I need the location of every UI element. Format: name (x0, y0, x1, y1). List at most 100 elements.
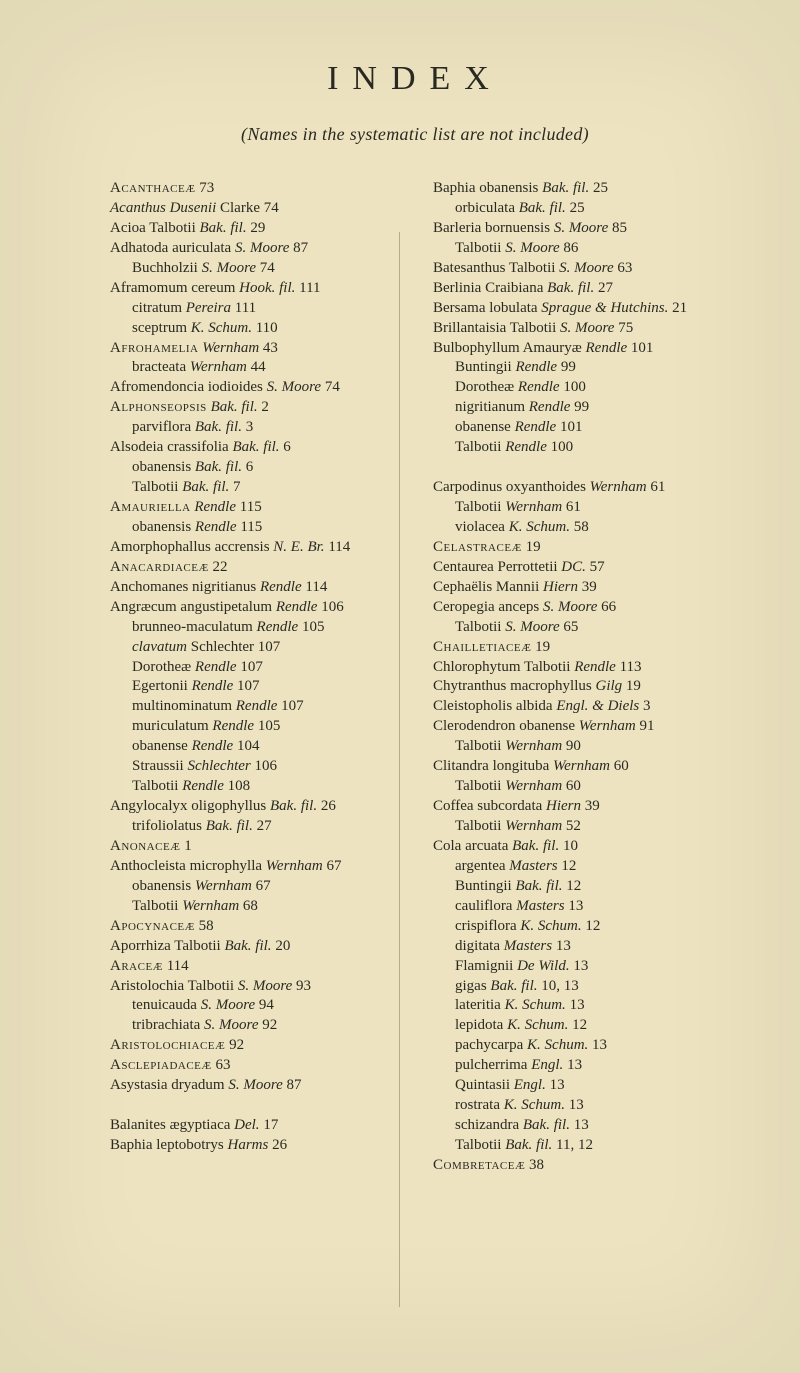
index-entry: rostrata K. Schum. 13 (433, 1096, 720, 1116)
index-entry: obanensis Bak. fil. 6 (110, 458, 397, 478)
index-entry: Alphonseopsis Bak. fil. 2 (110, 398, 397, 418)
index-entry: digitata Masters 13 (433, 937, 720, 957)
index-entry: argentea Masters 12 (433, 857, 720, 877)
index-entry: Angræcum angustipetalum Rendle 106 (110, 598, 397, 618)
index-entry: Balanites ægyptiaca Del. 17 (110, 1116, 397, 1136)
index-entry: Chailletiaceæ 19 (433, 638, 720, 658)
index-entry: Anthocleista microphylla Wernham 67 (110, 857, 397, 877)
index-entry: Talbotii S. Moore 86 (433, 239, 720, 259)
index-entry: Talbotii Wernham 90 (433, 737, 720, 757)
index-entry: Apocynaceæ 58 (110, 917, 397, 937)
index-entry: obanensis Wernham 67 (110, 877, 397, 897)
index-entry: cauliflora Masters 13 (433, 897, 720, 917)
index-entry: Brillantaisia Talbotii S. Moore 75 (433, 319, 720, 339)
index-entry: orbiculata Bak. fil. 25 (433, 199, 720, 219)
index-entry: sceptrum K. Schum. 110 (110, 319, 397, 339)
index-entry: Centaurea Perrottetii DC. 57 (433, 558, 720, 578)
index-entry: Talbotii Bak. fil. 7 (110, 478, 397, 498)
index-entry: Angylocalyx oligophyllus Bak. fil. 26 (110, 797, 397, 817)
index-entry: obanensis Rendle 115 (110, 518, 397, 538)
subtitle: (Names in the systematic list are not in… (110, 124, 720, 145)
index-entry: Cola arcuata Bak. fil. 10 (433, 837, 720, 857)
index-entry: Cleistopholis albida Engl. & Diels 3 (433, 697, 720, 717)
index-entry: obanense Rendle 101 (433, 418, 720, 438)
index-entry: Alsodeia crassifolia Bak. fil. 6 (110, 438, 397, 458)
column-separator (399, 232, 400, 1307)
index-entry: Acanthus Dusenii Clarke 74 (110, 199, 397, 219)
index-entry: Berlinia Craibiana Bak. fil. 27 (433, 279, 720, 299)
index-entry: Bersama lobulata Sprague & Hutchins. 21 (433, 299, 720, 319)
index-entry: Bulbophyllum Amauryæ Rendle 101 (433, 339, 720, 359)
index-entry: parviflora Bak. fil. 3 (110, 418, 397, 438)
index-entry: Anonaceæ 1 (110, 837, 397, 857)
index-entry: Amorphophallus accrensis N. E. Br. 114 (110, 538, 397, 558)
index-entry: tribrachiata S. Moore 92 (110, 1016, 397, 1036)
index-entry: Egertonii Rendle 107 (110, 677, 397, 697)
index-entry: Aframomum cereum Hook. fil. 111 (110, 279, 397, 299)
index-entry: Asystasia dryadum S. Moore 87 (110, 1076, 397, 1096)
index-entry: Dorotheæ Rendle 107 (110, 658, 397, 678)
index-entry: Ceropegia anceps S. Moore 66 (433, 598, 720, 618)
index-entry: Barleria bornuensis S. Moore 85 (433, 219, 720, 239)
index-entry: violacea K. Schum. 58 (433, 518, 720, 538)
index-entry: Talbotii Wernham 60 (433, 777, 720, 797)
index-entry: Acioa Talbotii Bak. fil. 29 (110, 219, 397, 239)
index-entry: Clerodendron obanense Wernham 91 (433, 717, 720, 737)
index-entry: Acanthaceæ 73 (110, 179, 397, 199)
index-entry: Buntingii Rendle 99 (433, 358, 720, 378)
index-entry: nigritianum Rendle 99 (433, 398, 720, 418)
index-entry: Anacardiaceæ 22 (110, 558, 397, 578)
index-entry: gigas Bak. fil. 10, 13 (433, 977, 720, 997)
index-entry: Cephaëlis Mannii Hiern 39 (433, 578, 720, 598)
index-entry: Buntingii Bak. fil. 12 (433, 877, 720, 897)
index-entry: Afromendoncia iodioides S. Moore 74 (110, 378, 397, 398)
index-entry: clavatum Schlechter 107 (110, 638, 397, 658)
index-entry: crispiflora K. Schum. 12 (433, 917, 720, 937)
index-entry: Talbotii Wernham 61 (433, 498, 720, 518)
index-entry: multinominatum Rendle 107 (110, 697, 397, 717)
right-column: Baphia obanensis Bak. fil. 25orbiculata … (433, 179, 720, 1176)
index-entry: Talbotii Wernham 52 (433, 817, 720, 837)
index-entry: Afrohamelia Wernham 43 (110, 339, 397, 359)
index-entry: pulcherrima Engl. 13 (433, 1056, 720, 1076)
index-entry: Talbotii Rendle 108 (110, 777, 397, 797)
index-entry: Chytranthus macrophyllus Gilg 19 (433, 677, 720, 697)
index-entry: Anchomanes nigritianus Rendle 114 (110, 578, 397, 598)
index-entry: Adhatoda auriculata S. Moore 87 (110, 239, 397, 259)
index-entry: Chlorophytum Talbotii Rendle 113 (433, 658, 720, 678)
index-entry (110, 1096, 397, 1116)
index-entry: Aristolochia Talbotii S. Moore 93 (110, 977, 397, 997)
index-entry: Batesanthus Talbotii S. Moore 63 (433, 259, 720, 279)
index-entry: Talbotii Rendle 100 (433, 438, 720, 458)
index-entry: Talbotii Wernham 68 (110, 897, 397, 917)
index-entry: Aristolochiaceæ 92 (110, 1036, 397, 1056)
index-entry: pachycarpa K. Schum. 13 (433, 1036, 720, 1056)
index-entry: citratum Pereira 111 (110, 299, 397, 319)
page: INDEX (Names in the systematic list are … (0, 0, 800, 1373)
index-entry: Buchholzii S. Moore 74 (110, 259, 397, 279)
index-entry: Carpodinus oxyanthoides Wernham 61 (433, 478, 720, 498)
index-entry: Combretaceæ 38 (433, 1156, 720, 1176)
index-entry: Coffea subcordata Hiern 39 (433, 797, 720, 817)
index-entry: trifoliolatus Bak. fil. 27 (110, 817, 397, 837)
columns-wrap: Acanthaceæ 73Acanthus Dusenii Clarke 74A… (110, 179, 720, 1176)
index-entry: schizandra Bak. fil. 13 (433, 1116, 720, 1136)
index-entry: lepidota K. Schum. 12 (433, 1016, 720, 1036)
index-entry: muriculatum Rendle 105 (110, 717, 397, 737)
index-entry: Talbotii S. Moore 65 (433, 618, 720, 638)
index-entry: Baphia leptobotrys Harms 26 (110, 1136, 397, 1156)
index-entry (433, 458, 720, 478)
index-entry: Araceæ 114 (110, 957, 397, 977)
index-entry: Flamignii De Wild. 13 (433, 957, 720, 977)
index-entry: bracteata Wernham 44 (110, 358, 397, 378)
index-entry: Baphia obanensis Bak. fil. 25 (433, 179, 720, 199)
index-entry: Quintasii Engl. 13 (433, 1076, 720, 1096)
index-entry: Clitandra longituba Wernham 60 (433, 757, 720, 777)
page-title: INDEX (110, 60, 720, 98)
index-entry: brunneo-maculatum Rendle 105 (110, 618, 397, 638)
index-entry: Straussii Schlechter 106 (110, 757, 397, 777)
index-entry: Amauriella Rendle 115 (110, 498, 397, 518)
index-entry: lateritia K. Schum. 13 (433, 996, 720, 1016)
index-entry: obanense Rendle 104 (110, 737, 397, 757)
index-entry: Aporrhiza Talbotii Bak. fil. 20 (110, 937, 397, 957)
